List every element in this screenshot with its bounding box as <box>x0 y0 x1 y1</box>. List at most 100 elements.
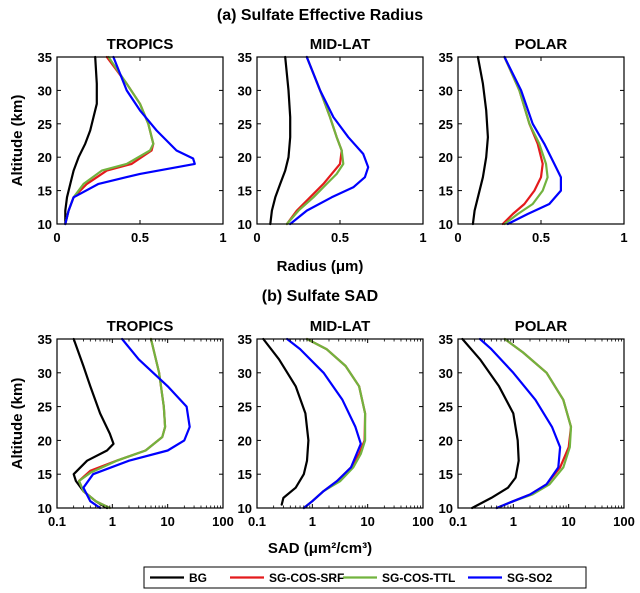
y-tick-label: 30 <box>439 366 453 381</box>
x-tick-label: 100 <box>212 514 234 529</box>
y-tick-label: 25 <box>439 117 453 132</box>
y-tick-label: 20 <box>238 150 252 165</box>
series-line-bg <box>461 337 520 510</box>
x-tick-label: 0 <box>253 230 260 245</box>
series-line-sg-cos-ttl <box>495 337 573 510</box>
x-tick-label: 0.5 <box>131 230 149 245</box>
y-tick-label: 15 <box>439 184 453 199</box>
panel-title: POLAR <box>515 318 568 335</box>
x-tick-label: 1 <box>219 230 226 245</box>
y-tick-label: 35 <box>439 50 453 65</box>
x-tick-label: 10 <box>160 514 174 529</box>
panel-sad-mid-lat: MID-LAT 10 15 20 25 30 35 0.1 1 10 100 <box>238 318 434 529</box>
y-tick-label: 25 <box>238 400 252 415</box>
y-tick-label: 35 <box>238 332 252 347</box>
legend: BG SG-COS-SRF SG-COS-TTL SG-SO2 <box>143 566 587 589</box>
x-tick-label: 1 <box>510 514 517 529</box>
legend-label-sg-so2: SG-SO2 <box>507 571 553 585</box>
series-line-sg-so2 <box>478 337 562 510</box>
series-line-sg-cos-srf <box>77 337 167 510</box>
x-tick-label: 1 <box>620 230 627 245</box>
x-tick-label: 1 <box>109 514 116 529</box>
x-tick-label: 1 <box>309 514 316 529</box>
y-tick-label: 25 <box>238 117 252 132</box>
x-tick-label: 10 <box>360 514 374 529</box>
panel-title: MID-LAT <box>310 318 371 335</box>
x-tick-label: 0.1 <box>48 514 66 529</box>
y-tick-label: 35 <box>238 50 252 65</box>
y-tick-label: 10 <box>439 217 453 232</box>
y-tick-label: 30 <box>238 366 252 381</box>
x-tick-label: 0.5 <box>532 230 550 245</box>
y-tick-label: 15 <box>439 467 453 482</box>
y-tick-label: 20 <box>38 150 52 165</box>
y-axis-label: Altitude (km) <box>9 378 26 470</box>
legend-label-bg: BG <box>189 571 207 585</box>
y-tick-label: 15 <box>38 467 52 482</box>
y-tick-label: 35 <box>38 332 52 347</box>
series-line-sg-cos-ttl <box>503 55 549 226</box>
sad-x-axis-label: SAD (μm²/cm³) <box>268 540 372 557</box>
series-line-bg <box>262 337 310 506</box>
series-line-bg <box>269 55 292 226</box>
series-line-sg-so2 <box>82 337 191 510</box>
y-tick-label: 20 <box>38 433 52 448</box>
plot-frame <box>56 56 224 225</box>
y-tick-label: 20 <box>439 433 453 448</box>
y-tick-label: 30 <box>439 83 453 98</box>
panel-sad-polar: POLAR 10 15 20 25 30 35 0.1 1 10 100 <box>439 318 635 529</box>
panel-title: TROPICS <box>107 318 174 335</box>
x-tick-label: 0 <box>53 230 60 245</box>
x-tick-label: 0 <box>454 230 461 245</box>
x-tick-label: 10 <box>561 514 575 529</box>
series-line-sg-cos-srf <box>285 55 343 226</box>
y-tick-label: 10 <box>238 217 252 232</box>
y-tick-label: 35 <box>38 50 52 65</box>
series-line-bg <box>64 55 98 226</box>
section-b-title: (b) Sulfate SAD <box>262 288 378 305</box>
plot-frame <box>457 338 625 509</box>
series-line-sg-cos-srf <box>64 55 155 226</box>
x-tick-label: 100 <box>412 514 434 529</box>
plot-frame <box>256 338 424 509</box>
legend-label-sg-cos-ttl: SG-COS-TTL <box>382 571 455 585</box>
series-line-bg <box>471 55 489 226</box>
y-tick-label: 15 <box>238 184 252 199</box>
x-tick-label: 1 <box>419 230 426 245</box>
y-tick-label: 20 <box>439 150 453 165</box>
radius-x-axis-label: Radius (μm) <box>277 258 364 275</box>
y-tick-label: 30 <box>38 366 52 381</box>
plot-frame <box>56 338 224 509</box>
y-tick-label: 10 <box>439 501 453 516</box>
x-tick-label: 100 <box>613 514 635 529</box>
y-tick-label: 10 <box>238 501 252 516</box>
y-tick-label: 10 <box>38 501 52 516</box>
legend-label-sg-cos-srf: SG-COS-SRF <box>269 571 344 585</box>
series-line-sg-so2 <box>289 55 370 226</box>
y-tick-label: 20 <box>238 433 252 448</box>
y-axis-label: Altitude (km) <box>9 95 26 187</box>
series-line-sg-so2 <box>286 337 362 510</box>
series-line-sg-so2 <box>503 55 562 226</box>
y-tick-label: 35 <box>439 332 453 347</box>
panel-title: POLAR <box>515 36 568 53</box>
panel-sad-tropics: TROPICS 10 15 20 25 30 35 0.1 1 10 100 Altitude (km… <box>9 318 234 529</box>
series-line-sg-cos-ttl <box>285 55 345 226</box>
panel-radius-polar: POLAR 10 15 20 25 30 35 0 0.5 1 <box>439 36 628 245</box>
x-tick-label: 0.5 <box>331 230 349 245</box>
series-line-sg-cos-ttl <box>77 337 167 510</box>
panel-title: TROPICS <box>107 36 174 53</box>
y-tick-label: 15 <box>238 467 252 482</box>
panel-radius-tropics: TROPICS 10 15 20 25 30 35 0 0.5 1 Altitude (km) <box>9 36 227 245</box>
x-tick-label: 0.1 <box>248 514 266 529</box>
panel-title: MID-LAT <box>310 36 371 53</box>
series-line-sg-so2 <box>64 55 196 226</box>
series-line-sg-cos-srf <box>495 337 573 510</box>
y-tick-label: 25 <box>38 400 52 415</box>
y-tick-label: 15 <box>38 184 52 199</box>
y-tick-label: 30 <box>238 83 252 98</box>
y-tick-label: 25 <box>38 117 52 132</box>
panel-radius-mid-lat: MID-LAT 10 15 20 25 30 35 0 0.5 1 <box>238 36 427 245</box>
